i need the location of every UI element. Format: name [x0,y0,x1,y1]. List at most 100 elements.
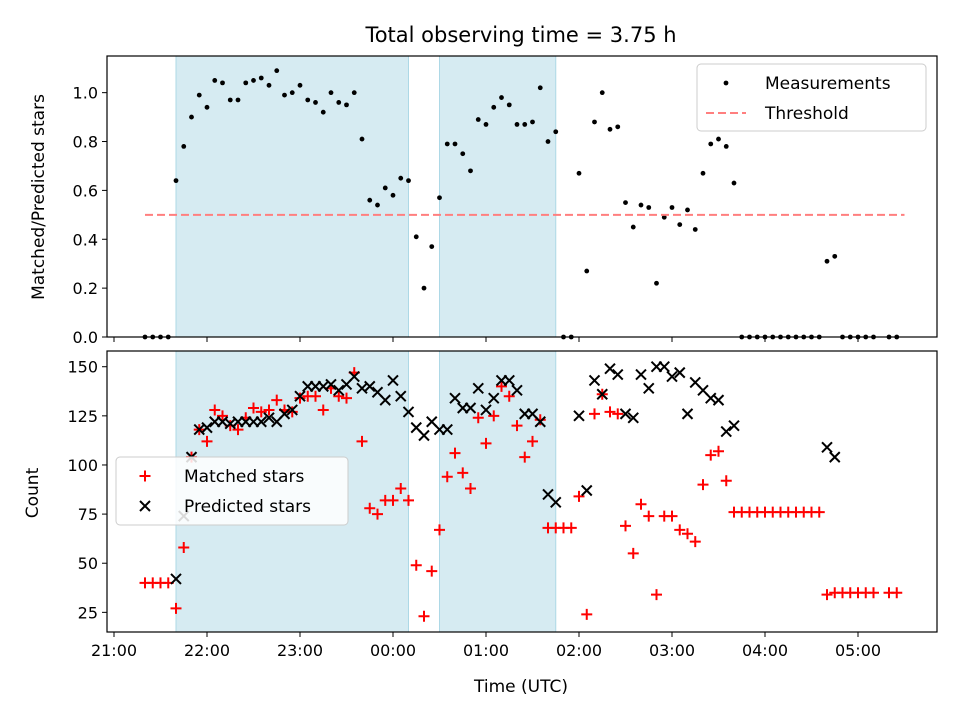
data-point [590,375,600,385]
data-point [174,178,179,183]
data-point [205,105,210,110]
data-point [251,78,256,83]
data-point [220,80,225,85]
data-point [468,168,473,173]
y-tick-label: 0.8 [73,133,98,152]
top-panel-y-axis-label: Matched/Predicted stars [29,94,49,300]
panel-2: 25507510012515021:00 22:00 23:00 00:00 01:00… [67,351,937,660]
data-point [228,98,233,103]
data-point [667,511,678,522]
data-point [574,491,585,502]
y-tick-label: 25 [78,603,98,622]
x-tick-label: 01:00 [463,641,509,660]
data-point [685,208,690,213]
data-point [825,259,830,264]
data-point [445,142,450,147]
data-point [631,225,636,230]
data-point [814,507,825,518]
data-point [259,76,264,81]
x-tick-label: 03:00 [649,641,695,660]
data-point [654,281,659,286]
data-point [282,93,287,98]
data-point [605,406,616,417]
data-point [460,151,465,156]
data-point [212,78,217,83]
data-point [644,383,654,393]
y-tick-label: 0.4 [73,230,98,249]
data-point [581,609,592,620]
data-point [693,227,698,232]
legend: Matched stars Predicted stars [116,457,348,525]
data-point [716,137,721,142]
data-point [643,511,654,522]
chart-title: Total observing time = 3.75 h [364,23,676,47]
data-point [398,176,403,181]
data-point [732,181,737,186]
y-tick-label: 150 [67,358,98,377]
data-point [553,129,558,134]
x-tick-label: 05:00 [835,641,881,660]
data-point [724,144,729,149]
data-point [659,362,669,372]
data-point [391,193,396,198]
data-point [383,186,388,191]
data-point [422,286,427,291]
data-point [352,90,357,95]
data-point [344,102,349,107]
data-point [832,254,837,259]
x-tick-label: 22:00 [184,641,230,660]
data-point [298,83,303,88]
data-point [584,269,589,274]
shaded-interval-2 [440,56,556,337]
data-point [600,90,605,95]
data-point [623,200,628,205]
data-point [491,105,496,110]
data-point [499,95,504,100]
x-tick-label: 04:00 [742,641,788,660]
data-point [236,98,241,103]
data-point [515,122,520,127]
data-point [613,370,623,380]
data-point [701,171,706,176]
y-tick-label: 75 [78,505,98,524]
y-tick-label: 0.6 [73,181,98,200]
data-point [615,124,620,129]
data-point [651,589,662,600]
y-tick-label: 50 [78,554,98,573]
y-tick-label: 0.0 [73,328,98,347]
data-point [721,475,732,486]
data-point [714,395,724,405]
data-point [577,171,582,176]
data-point [484,122,489,127]
data-point [375,203,380,208]
data-point [367,198,372,203]
data-point [592,120,597,125]
x-axis-label: Time (UTC) [473,677,568,697]
data-point [305,98,310,103]
legend-label: Measurements [765,74,891,94]
data-point [189,115,194,120]
data-point [608,127,613,132]
data-point [620,520,631,531]
data-point [822,442,832,452]
y-tick-label: 100 [67,456,98,475]
legend-marker [724,81,729,86]
chart-figure: Total observing time = 3.75 h Time (UTC)… [0,0,960,720]
data-point [290,90,295,95]
data-point [868,587,879,598]
data-point [267,83,272,88]
x-tick-label: 23:00 [277,641,323,660]
data-point [419,611,430,622]
data-point [683,409,693,419]
data-point [822,589,833,600]
data-point [426,566,437,577]
data-point [181,144,186,149]
data-point [639,203,644,208]
data-point [406,178,411,183]
legend-label: Matched stars [184,467,304,487]
legend-label: Predicted stars [184,497,311,517]
x-tick-label: 21:00 [91,641,137,660]
data-point [453,142,458,147]
data-point [721,427,731,437]
data-point [646,205,651,210]
